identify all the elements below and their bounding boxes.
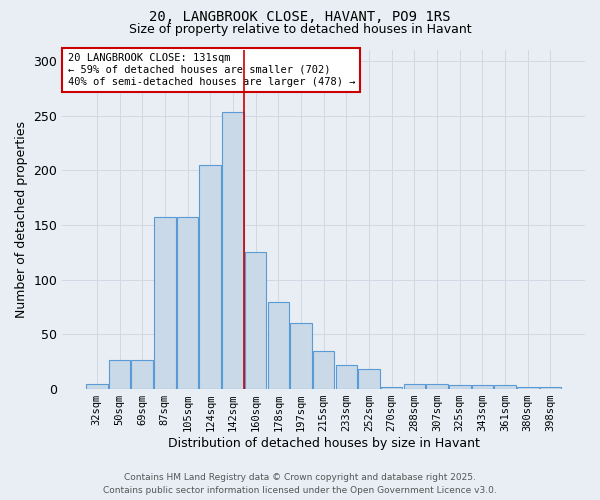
Bar [517, 387, 539, 389]
Bar [177, 218, 199, 389]
Text: 20, LANGBROOK CLOSE, HAVANT, PO9 1RS: 20, LANGBROOK CLOSE, HAVANT, PO9 1RS [149, 10, 451, 24]
Text: 20 LANGBROOK CLOSE: 131sqm
← 59% of detached houses are smaller (702)
40% of sem: 20 LANGBROOK CLOSE: 131sqm ← 59% of deta… [68, 54, 355, 86]
Bar [222, 112, 244, 389]
Bar [268, 302, 289, 389]
Bar [539, 387, 561, 389]
Bar [199, 165, 221, 389]
Bar [109, 360, 130, 389]
Bar [358, 370, 380, 389]
Bar [245, 252, 266, 389]
Bar [404, 384, 425, 389]
Bar [86, 384, 107, 389]
Text: Size of property relative to detached houses in Havant: Size of property relative to detached ho… [128, 22, 472, 36]
Bar [154, 218, 176, 389]
Bar [335, 365, 357, 389]
Y-axis label: Number of detached properties: Number of detached properties [15, 121, 28, 318]
Text: Contains HM Land Registry data © Crown copyright and database right 2025.
Contai: Contains HM Land Registry data © Crown c… [103, 474, 497, 495]
Bar [290, 324, 312, 389]
Bar [449, 384, 470, 389]
Bar [472, 384, 493, 389]
Bar [494, 384, 516, 389]
Bar [426, 384, 448, 389]
X-axis label: Distribution of detached houses by size in Havant: Distribution of detached houses by size … [168, 437, 479, 450]
Bar [381, 387, 403, 389]
Bar [131, 360, 153, 389]
Bar [313, 351, 334, 389]
